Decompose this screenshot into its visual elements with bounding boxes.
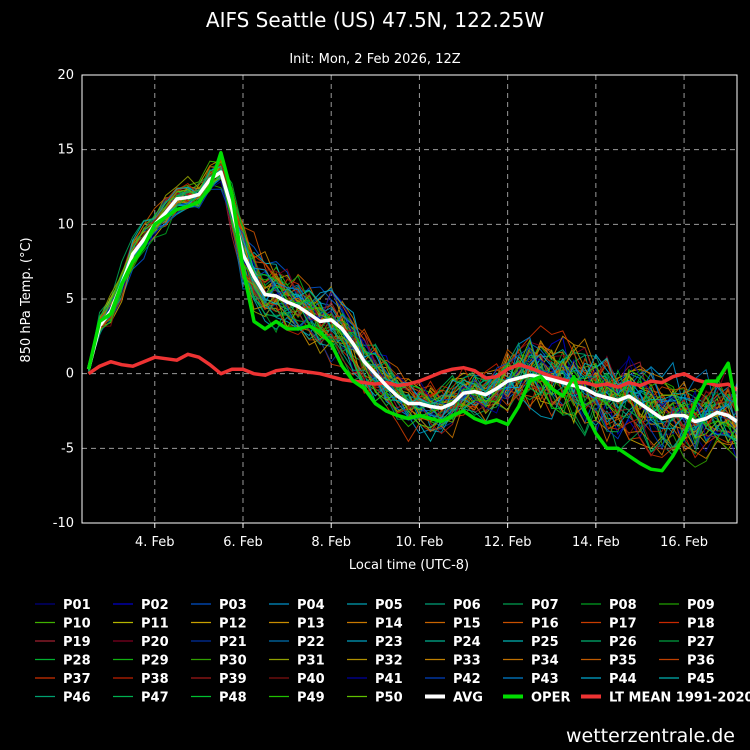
- legend-label: P47: [141, 691, 169, 706]
- legend-label: P32: [375, 654, 403, 669]
- legend-label: P31: [297, 654, 325, 669]
- legend-label: P04: [297, 598, 325, 613]
- y-tick-label: 0: [66, 367, 74, 382]
- legend-label: P35: [609, 654, 637, 669]
- ensemble-line-p33: [88, 171, 738, 418]
- legend-label: P18: [687, 617, 715, 632]
- legend-label: P37: [63, 672, 91, 687]
- x-tick-label: 16. Feb: [660, 535, 708, 550]
- legend-label: P43: [531, 672, 559, 687]
- legend-label: P48: [219, 691, 247, 706]
- legend-label: P40: [297, 672, 325, 687]
- legend-label: P07: [531, 598, 559, 613]
- ensemble-line-p42: [88, 188, 738, 450]
- legend-label: P28: [63, 654, 91, 669]
- legend-label: LT MEAN 1991-2020: [609, 691, 750, 706]
- legend-label: OPER: [531, 691, 570, 706]
- series-line-lt-mean-1991-2020: [87, 352, 738, 392]
- legend-label: P34: [531, 654, 559, 669]
- x-axis-label: Local time (UTC-8): [349, 558, 469, 573]
- legend-label: P22: [297, 635, 325, 650]
- legend-label: P42: [453, 672, 481, 687]
- x-tick-label: 10. Feb: [396, 535, 444, 550]
- legend-label: P33: [453, 654, 481, 669]
- main-series: [86, 150, 739, 473]
- legend-label: P08: [609, 598, 637, 613]
- legend-label: P38: [141, 672, 169, 687]
- legend-label: P45: [687, 672, 715, 687]
- legend-label: P26: [609, 635, 637, 650]
- y-tick-label: -10: [53, 516, 74, 531]
- legend-label: P03: [219, 598, 247, 613]
- legend-label: P01: [63, 598, 91, 613]
- y-tick-label: -5: [61, 441, 74, 456]
- series-line-oper: [86, 150, 739, 473]
- y-tick-label: 20: [57, 68, 74, 83]
- legend-label: P30: [219, 654, 247, 669]
- x-tick-label: 14. Feb: [572, 535, 620, 550]
- credit-text: wetterzentrale.de: [566, 725, 735, 747]
- legend-label: P05: [375, 598, 403, 613]
- legend-label: P25: [531, 635, 559, 650]
- legend-label: P02: [141, 598, 169, 613]
- chart-title: AIFS Seattle (US) 47.5N, 122.25W: [206, 8, 544, 32]
- legend-label: P15: [453, 617, 481, 632]
- x-tick-label: 6. Feb: [223, 535, 263, 550]
- legend-label: P49: [297, 691, 325, 706]
- legend-label: P17: [609, 617, 637, 632]
- x-tick-label: 4. Feb: [135, 535, 175, 550]
- legend-label: P23: [375, 635, 403, 650]
- legend-label: P06: [453, 598, 481, 613]
- series-line-avg: [86, 170, 738, 424]
- x-tick-label: 8. Feb: [311, 535, 351, 550]
- y-axis-label: 850 hPa Temp. (°C): [19, 237, 34, 362]
- y-tick-label: 15: [57, 143, 74, 158]
- legend-label: P46: [63, 691, 91, 706]
- chart-subtitle: Init: Mon, 2 Feb 2026, 12Z: [289, 52, 460, 67]
- legend-label: P24: [453, 635, 481, 650]
- legend-label: P36: [687, 654, 715, 669]
- axis-ticks: -10 -5 0 5 10 15 20 4. Feb 6. Feb 8. Feb 10. Feb 12…: [53, 68, 708, 550]
- legend-label: P50: [375, 691, 403, 706]
- legend-label: P39: [219, 672, 247, 687]
- plot-frame: [81, 74, 738, 524]
- legend-label: P13: [297, 617, 325, 632]
- legend-label: P41: [375, 672, 403, 687]
- legend-label: P44: [609, 672, 637, 687]
- legend-label: P19: [63, 635, 91, 650]
- legend-label: P20: [141, 635, 169, 650]
- legend-label: P16: [531, 617, 559, 632]
- legend-label: P27: [687, 635, 715, 650]
- legend-label: P11: [141, 617, 169, 632]
- legend-label: AVG: [453, 691, 483, 706]
- y-tick-label: 5: [66, 292, 74, 307]
- ensemble-line-p29: [88, 162, 738, 420]
- ensemble-line-p06: [88, 168, 738, 457]
- legend-label: P21: [219, 635, 247, 650]
- legend: P01 P02 P03 P04 P05 P06 P07 P08 P09 P10 P11 P12 P13 P…: [35, 598, 750, 706]
- ensemble-line-p49: [88, 168, 738, 441]
- legend-label: P14: [375, 617, 403, 632]
- legend-label: P29: [141, 654, 169, 669]
- x-tick-label: 12. Feb: [484, 535, 532, 550]
- legend-label: P12: [219, 617, 247, 632]
- y-tick-label: 10: [57, 217, 74, 232]
- grid: [82, 74, 737, 524]
- ensemble-line-p47: [88, 168, 738, 453]
- ensemble-lines: [88, 156, 738, 468]
- legend-label: P09: [687, 598, 715, 613]
- legend-label: P10: [63, 617, 91, 632]
